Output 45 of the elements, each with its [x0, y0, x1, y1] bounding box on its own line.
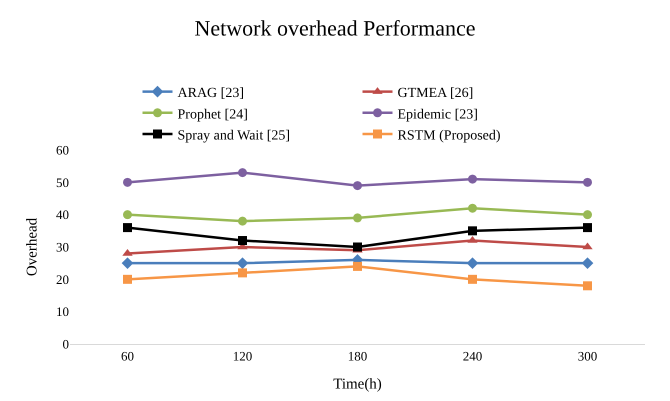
y-tick-label: 60 — [56, 142, 69, 158]
x-axis-title: Time(h) — [333, 376, 382, 393]
point — [353, 262, 362, 271]
point — [123, 223, 132, 232]
x-tick-label: 240 — [462, 348, 482, 364]
point — [583, 223, 592, 232]
point — [466, 257, 478, 270]
point — [353, 181, 362, 190]
y-tick-label: 0 — [62, 336, 69, 352]
point — [583, 210, 592, 220]
legend-label: Epidemic [23] — [398, 107, 478, 122]
x-tick-label: 180 — [348, 348, 368, 364]
point — [123, 210, 132, 220]
point — [238, 216, 247, 226]
point — [583, 178, 592, 187]
legend-label: GTMEA [26] — [398, 86, 474, 102]
legend-label: Prophet [24] — [178, 107, 248, 122]
point — [468, 174, 477, 184]
legend-label: Spray and Wait [25] — [178, 128, 290, 144]
point — [582, 257, 594, 270]
legend-label: ARAG [23] — [178, 86, 244, 102]
point — [353, 242, 362, 252]
y-tick-label: 10 — [56, 304, 69, 320]
point — [238, 268, 247, 278]
point — [353, 213, 362, 222]
x-tick-label: 120 — [232, 348, 252, 364]
point — [468, 204, 477, 213]
point — [238, 236, 247, 246]
legend-label: RSTM (Proposed) — [398, 128, 501, 144]
y-tick-label: 30 — [56, 240, 69, 255]
point — [468, 226, 477, 236]
y-tick-label: 40 — [56, 207, 69, 222]
point — [238, 168, 247, 178]
point — [123, 274, 132, 284]
y-axis-title: Overhead — [24, 217, 40, 276]
point — [123, 178, 132, 187]
point — [236, 257, 248, 270]
point — [122, 257, 134, 270]
chart-title: Network overhead Performance — [194, 15, 476, 40]
y-tick-label: 20 — [56, 272, 69, 287]
x-tick-label: 60 — [121, 348, 134, 364]
y-tick-label: 50 — [56, 174, 69, 190]
x-tick-label: 300 — [578, 348, 598, 364]
point — [583, 281, 592, 290]
point — [468, 274, 477, 284]
